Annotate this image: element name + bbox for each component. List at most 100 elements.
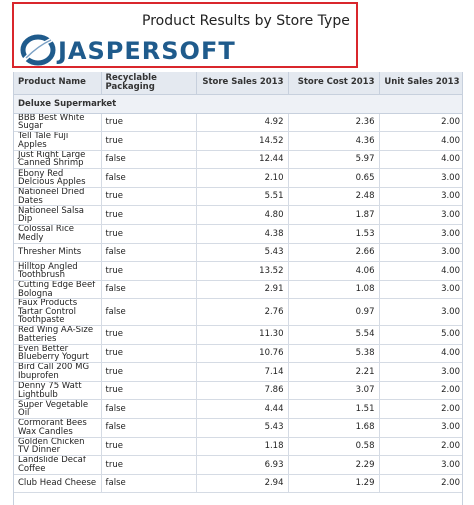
cell-unit-sales: 3.00 bbox=[378, 418, 462, 438]
header-store-sales[interactable]: Store Sales 2013 bbox=[196, 72, 289, 95]
cell-store-sales: 13.52 bbox=[195, 261, 288, 281]
cell-store-sales: 12.44 bbox=[195, 150, 288, 170]
cell-product-name: Golden Chicken TV Dinner bbox=[14, 437, 101, 457]
cell-store-cost: 0.58 bbox=[287, 437, 379, 457]
table-row: Ebony Red Delcious Apples false 2.10 0.65 3.… bbox=[14, 168, 462, 188]
cell-product-name: Cutting Edge Beef Bologna bbox=[14, 280, 101, 300]
cell-product-name: Just Right Large Canned Shrimp bbox=[14, 150, 101, 170]
cell-store-sales: 4.44 bbox=[195, 399, 288, 419]
cell-product-name: Ebony Red Delcious Apples bbox=[14, 168, 101, 188]
cell-store-sales: 5.43 bbox=[195, 418, 288, 438]
cell-recyclable: false bbox=[100, 474, 196, 494]
cell-recyclable: false bbox=[100, 298, 196, 326]
cell-store-sales: 1.18 bbox=[195, 437, 288, 457]
cell-unit-sales: 2.00 bbox=[378, 437, 462, 457]
cell-unit-sales: 3.00 bbox=[378, 224, 462, 244]
table-row: BBB Best White Sugar true 4.92 2.36 2.00 bbox=[14, 113, 462, 133]
cell-store-cost: 3.07 bbox=[287, 381, 379, 401]
cell-unit-sales: 3.00 bbox=[378, 168, 462, 188]
results-table: Product Name Recyclable Packaging Store … bbox=[14, 72, 462, 494]
cell-product-name: Hilltop Angled Toothbrush bbox=[14, 261, 101, 281]
cell-store-cost: 0.97 bbox=[287, 298, 379, 326]
logo-text: JASPERSOFT bbox=[58, 37, 236, 65]
cell-store-cost: 1.29 bbox=[287, 474, 379, 494]
cell-product-name: Denny 75 Watt Lightbulb bbox=[14, 381, 101, 401]
cell-unit-sales: 3.00 bbox=[378, 280, 462, 300]
cell-recyclable: true bbox=[100, 325, 196, 345]
cell-unit-sales: 3.00 bbox=[378, 362, 462, 382]
table-row: Club Head Cheese false 2.94 1.29 2.00 bbox=[14, 474, 462, 494]
table-row: Cutting Edge Beef Bologna false 2.91 1.08 3.… bbox=[14, 280, 462, 300]
cell-recyclable: true bbox=[100, 187, 196, 207]
cell-store-sales: 11.30 bbox=[195, 325, 288, 345]
cell-store-sales: 5.43 bbox=[195, 243, 288, 263]
cell-product-name: Super Vegetable Oil bbox=[14, 399, 101, 419]
header-unit-sales[interactable]: Unit Sales 2013 bbox=[379, 72, 462, 95]
cell-recyclable: true bbox=[100, 205, 196, 226]
cell-recyclable: true bbox=[100, 344, 196, 364]
cell-store-sales: 2.94 bbox=[195, 474, 288, 494]
cell-recyclable: false bbox=[100, 168, 196, 188]
cell-recyclable: true bbox=[100, 224, 196, 244]
cell-product-name: Thresher Mints bbox=[14, 243, 101, 263]
cell-store-sales: 10.76 bbox=[195, 344, 288, 364]
cell-store-cost: 2.48 bbox=[287, 187, 379, 207]
cell-store-sales: 2.10 bbox=[195, 168, 288, 188]
cell-unit-sales: 3.00 bbox=[378, 187, 462, 207]
cell-unit-sales: 4.00 bbox=[378, 344, 462, 364]
header-recyclable-packaging[interactable]: Recyclable Packaging bbox=[101, 72, 197, 95]
cell-recyclable: false bbox=[100, 280, 196, 300]
cell-recyclable: true bbox=[100, 131, 196, 151]
cell-product-name: Red Wing AA-Size Batteries bbox=[14, 325, 101, 345]
table-row: Super Vegetable Oil false 4.44 1.51 2.00 bbox=[14, 399, 462, 419]
cell-store-sales: 4.92 bbox=[195, 113, 288, 133]
cell-store-cost: 2.36 bbox=[287, 113, 379, 133]
cell-unit-sales: 4.00 bbox=[378, 150, 462, 170]
cell-recyclable: true bbox=[100, 362, 196, 382]
group-label: Deluxe Supermarket bbox=[14, 94, 462, 114]
cell-store-sales: 7.86 bbox=[195, 381, 288, 401]
cell-product-name: Nationeel Salsa Dip bbox=[14, 205, 101, 226]
cell-recyclable: true bbox=[100, 261, 196, 281]
report-title: Product Results by Store Type bbox=[142, 13, 350, 29]
cell-unit-sales: 2.00 bbox=[378, 399, 462, 419]
table-row: Denny 75 Watt Lightbulb true 7.86 3.07 2.00 bbox=[14, 381, 462, 401]
table-row: Golden Chicken TV Dinner true 1.18 0.58 2.00 bbox=[14, 437, 462, 457]
cell-unit-sales: 3.00 bbox=[378, 243, 462, 263]
table-row: Bird Call 200 MG Ibuprofen true 7.14 2.21 3.… bbox=[14, 362, 462, 382]
cell-recyclable: false bbox=[100, 399, 196, 419]
cell-unit-sales: 3.00 bbox=[378, 205, 462, 226]
table-row: Thresher Mints false 5.43 2.66 3.00 bbox=[14, 243, 462, 263]
cell-store-cost: 1.08 bbox=[287, 280, 379, 300]
cell-store-sales: 6.93 bbox=[195, 455, 288, 475]
table-row: Tell Tale Fuji Apples true 14.52 4.36 4.00 bbox=[14, 131, 462, 151]
cell-product-name: Faux Products Tartar Control Toothpaste bbox=[14, 298, 101, 326]
cell-recyclable: false bbox=[100, 150, 196, 170]
cell-product-name: Landslide Decaf Coffee bbox=[14, 455, 101, 475]
cell-store-cost: 2.21 bbox=[287, 362, 379, 382]
header-store-cost[interactable]: Store Cost 2013 bbox=[288, 72, 380, 95]
cell-store-sales: 7.14 bbox=[195, 362, 288, 382]
cell-store-cost: 4.36 bbox=[287, 131, 379, 151]
table-row: Nationeel Dried Dates true 5.51 2.48 3.00 bbox=[14, 187, 462, 207]
cell-store-cost: 0.65 bbox=[287, 168, 379, 188]
cell-product-name: Club Head Cheese bbox=[14, 474, 101, 494]
cell-store-cost: 1.53 bbox=[287, 224, 379, 244]
table-row: Hilltop Angled Toothbrush true 13.52 4.06 4.… bbox=[14, 261, 462, 281]
cell-store-sales: 2.76 bbox=[195, 298, 288, 326]
table-row: Red Wing AA-Size Batteries true 11.30 5.54 5… bbox=[14, 325, 462, 345]
cell-unit-sales: 3.00 bbox=[378, 298, 462, 326]
cell-store-sales: 2.91 bbox=[195, 280, 288, 300]
table-row: Landslide Decaf Coffee true 6.93 2.29 3.00 bbox=[14, 455, 462, 475]
cell-store-sales: 4.38 bbox=[195, 224, 288, 244]
cell-unit-sales: 4.00 bbox=[378, 131, 462, 151]
cell-product-name: Colossal Rice Medly bbox=[14, 224, 101, 244]
table-row: Nationeel Salsa Dip true 4.80 1.87 3.00 bbox=[14, 205, 462, 226]
cell-product-name: Nationeel Dried Dates bbox=[14, 187, 101, 207]
cell-unit-sales: 4.00 bbox=[378, 261, 462, 281]
jaspersoft-swoosh-icon bbox=[20, 34, 56, 66]
report-header: Product Results by Store Type JASPERSOFT bbox=[12, 2, 358, 68]
results-table-container[interactable]: Product Name Recyclable Packaging Store … bbox=[13, 72, 463, 505]
cell-product-name: BBB Best White Sugar bbox=[14, 113, 101, 133]
header-product-name[interactable]: Product Name bbox=[14, 72, 102, 95]
